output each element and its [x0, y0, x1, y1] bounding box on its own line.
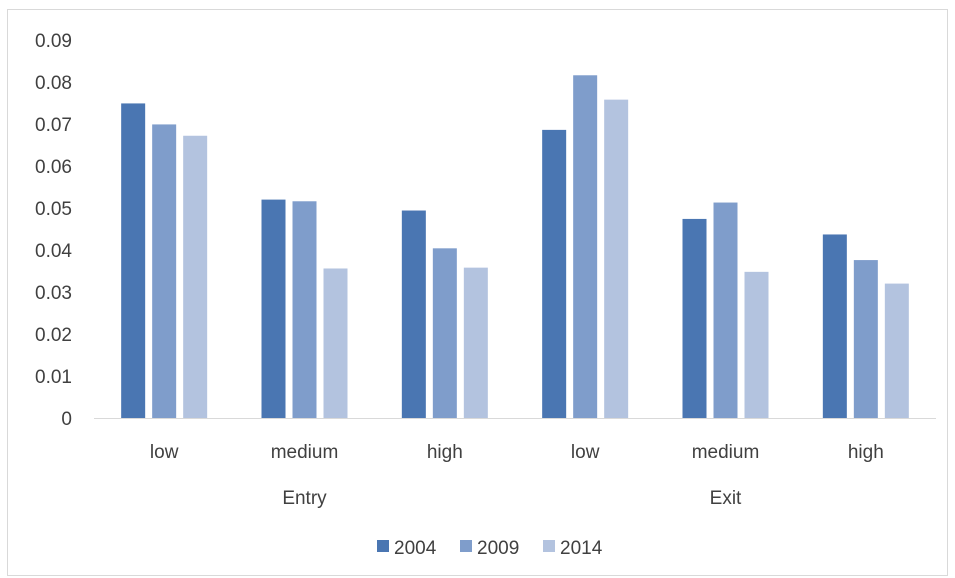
group-label: Exit — [710, 488, 742, 509]
y-tick-label: 0 — [61, 409, 72, 430]
bar-2014-low — [604, 99, 629, 418]
y-tick-label: 0.09 — [35, 31, 72, 52]
legend-label: 2009 — [477, 538, 519, 559]
bar-2009-low — [152, 124, 177, 419]
bar-2004-medium — [682, 218, 707, 418]
bar-2004-medium — [261, 199, 286, 418]
bar-2009-high — [853, 260, 878, 418]
y-tick-label: 0.07 — [35, 115, 72, 136]
bar-2009-medium — [713, 202, 738, 418]
bar-2014-low — [183, 135, 208, 418]
bar-2014-high — [884, 283, 909, 418]
bars — [121, 75, 909, 419]
x-tick-label: medium — [271, 442, 339, 463]
legend: 2004 2009 2014 — [377, 538, 603, 559]
x-tick-label: low — [571, 442, 600, 463]
bar-2009-high — [432, 248, 457, 418]
legend-swatch — [543, 540, 555, 552]
y-tick-label: 0.04 — [35, 241, 72, 262]
group-label: Entry — [282, 488, 327, 509]
y-tick-label: 0.05 — [35, 199, 72, 220]
y-tick-label: 0.02 — [35, 325, 72, 346]
legend-swatch — [377, 540, 389, 552]
bar-2014-high — [463, 267, 488, 418]
x-tick-label: medium — [692, 442, 760, 463]
bar-2004-low — [542, 129, 567, 418]
bar-2004-high — [822, 234, 847, 418]
x-tick-label: high — [427, 442, 463, 463]
y-tick-label: 0.03 — [35, 283, 72, 304]
y-tick-label: 0.06 — [35, 157, 72, 178]
x-tick-label: high — [848, 442, 884, 463]
bar-2014-medium — [323, 268, 348, 418]
legend-swatch — [460, 540, 472, 552]
legend-label: 2014 — [560, 538, 603, 559]
y-axis: 0 0.01 0.02 0.03 0.04 0.05 0.06 0.07 0.08 0.09 — [35, 31, 72, 430]
y-tick-label: 0.01 — [35, 367, 72, 388]
bar-2009-low — [573, 75, 598, 418]
bar-2004-low — [121, 103, 146, 419]
bar-2004-high — [401, 210, 426, 418]
x-tick-label: low — [150, 442, 179, 463]
legend-label: 2004 — [394, 538, 437, 559]
x-axis: low medium high low medium high — [94, 418, 936, 463]
group-labels: Entry Exit — [282, 488, 742, 509]
bar-2014-medium — [744, 271, 769, 418]
bar-2009-medium — [292, 201, 317, 418]
y-tick-label: 0.08 — [35, 73, 72, 94]
